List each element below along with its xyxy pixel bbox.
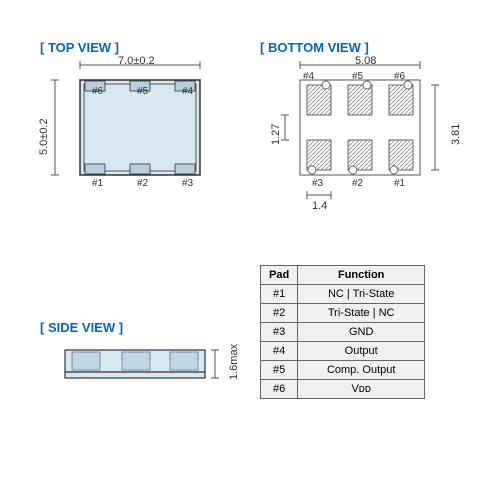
pin-label: #2	[137, 178, 148, 189]
bottom-view-title: [ BOTTOM VIEW ]	[260, 40, 369, 55]
pin-label: #1	[92, 178, 103, 189]
table-row: #2Tri-State | NC	[261, 304, 425, 323]
side-view-title: [ SIDE VIEW ]	[40, 320, 123, 335]
side-view-diagram	[50, 340, 230, 390]
pad-function-table: PadFunction #1NC | Tri-State #2Tri-State…	[260, 265, 425, 399]
table-row: #3GND	[261, 323, 425, 342]
table-header: Function	[298, 266, 425, 285]
top-view-diagram	[40, 55, 220, 215]
pin-label: #3	[312, 178, 323, 189]
table-row: #5Comp. Output	[261, 361, 425, 380]
pin-label: #1	[394, 178, 405, 189]
bottom-width-dim: 5.08	[355, 55, 376, 67]
side-height-dim: 1.6max	[228, 344, 240, 380]
pin-label: #2	[352, 178, 363, 189]
pin-label: #5	[352, 71, 363, 82]
table-row: #6Vᴅᴅ	[261, 380, 425, 399]
top-width-dim: 7.0±0.2	[118, 55, 155, 67]
pin-label: #4	[303, 71, 314, 82]
bottom-gap-dim: 1.27	[270, 124, 282, 145]
top-height-dim: 5.0±0.2	[38, 118, 50, 155]
pin-label: #6	[394, 71, 405, 82]
table-header: Pad	[261, 266, 298, 285]
bottom-padw-dim: 1.4	[312, 200, 327, 212]
table-row: #1NC | Tri-State	[261, 285, 425, 304]
bottom-view-diagram	[260, 55, 460, 235]
bottom-height-dim: 3.81	[450, 124, 462, 145]
pin-label: #4	[182, 86, 193, 97]
pin-label: #5	[137, 86, 148, 97]
pin-label: #6	[92, 86, 103, 97]
top-view-title: [ TOP VIEW ]	[40, 40, 119, 55]
pin-label: #3	[182, 178, 193, 189]
table-row: #4Output	[261, 342, 425, 361]
